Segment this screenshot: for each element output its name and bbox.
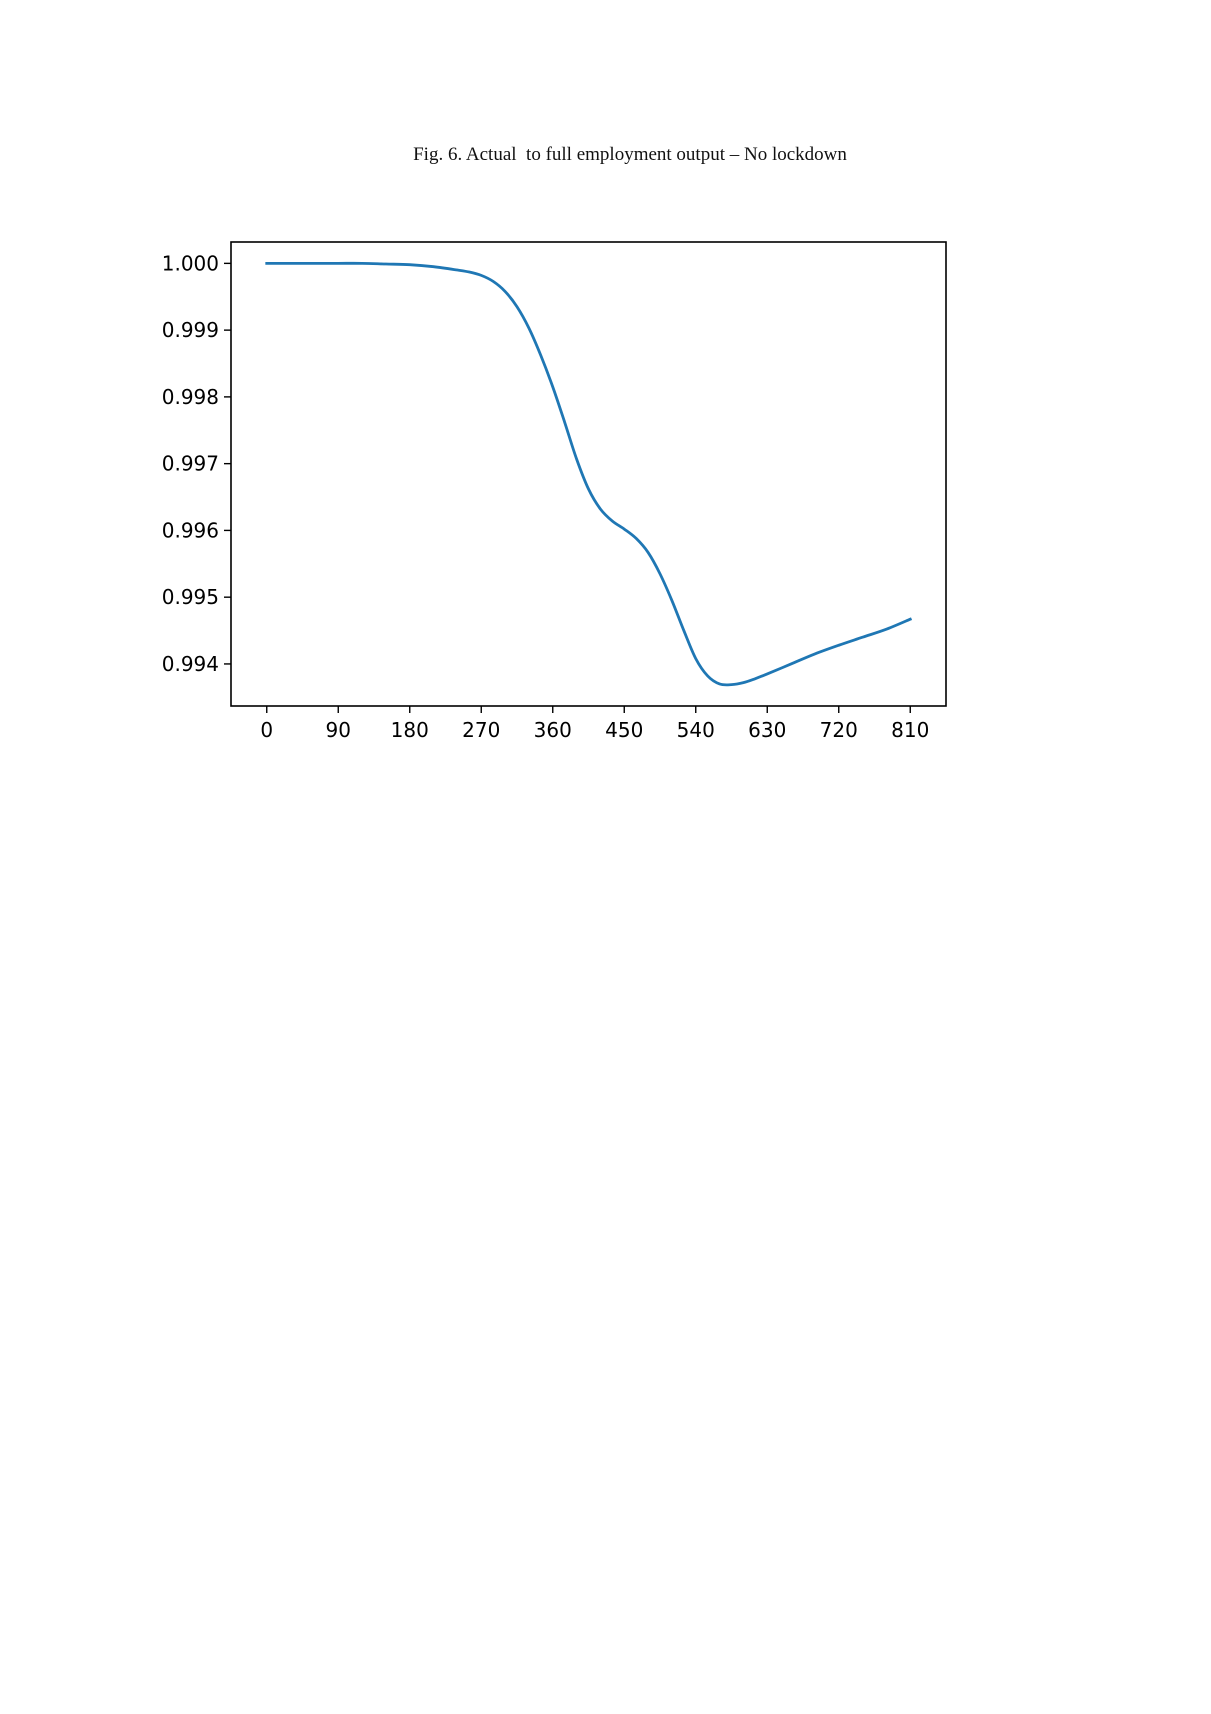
y-tick-label: 0.996 [162, 518, 219, 542]
y-tick-label: 0.998 [162, 385, 219, 409]
y-tick-label: 0.997 [162, 452, 219, 476]
y-tick-label: 1.000 [162, 251, 219, 275]
y-tick-label: 0.995 [162, 585, 219, 609]
x-tick-label: 360 [534, 718, 572, 742]
figure-caption: Fig. 6. Actual to full employment output… [413, 144, 847, 165]
x-tick-label: 180 [391, 718, 429, 742]
x-tick-label: 0 [260, 718, 273, 742]
y-tick-label: 0.994 [162, 652, 219, 676]
series-line-0 [265, 261, 913, 687]
y-tick-label: 0.999 [162, 318, 219, 342]
x-tick-label: 90 [326, 718, 351, 742]
x-tick-label: 630 [748, 718, 786, 742]
x-tick-label: 720 [820, 718, 858, 742]
x-tick-label: 450 [605, 718, 643, 742]
x-tick-label: 810 [891, 718, 929, 742]
x-tick-label: 270 [462, 718, 500, 742]
plot-frame [230, 241, 947, 707]
x-tick-label: 540 [677, 718, 715, 742]
